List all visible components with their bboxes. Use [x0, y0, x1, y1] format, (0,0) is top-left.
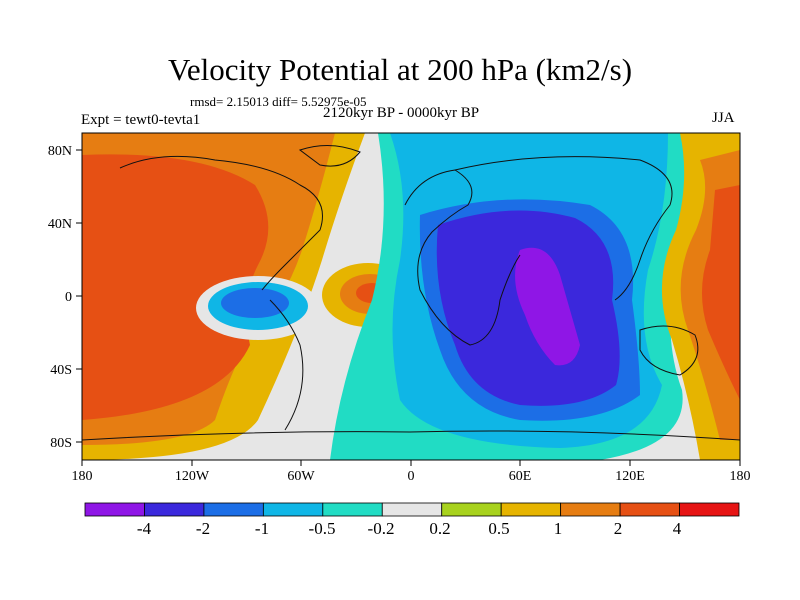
colorbar-swatch [203, 502, 264, 517]
colorbar-labels: -4 -2 -1 -0.5 -0.2 0.2 0.5 1 2 4 [137, 519, 682, 538]
colorbar-swatch [679, 502, 740, 517]
axis-ticks [76, 149, 741, 466]
lat-tick-label: 40S [50, 363, 72, 378]
contour-field [82, 133, 740, 460]
colorbar-swatch [84, 502, 145, 517]
lat-tick-label: 80S [50, 436, 72, 451]
colorbar-label: 1 [554, 519, 563, 538]
colorbar-label: -0.5 [309, 519, 336, 538]
colorbar-swatch [144, 502, 205, 517]
colorbar [84, 502, 740, 517]
colorbar-label: 0.2 [429, 519, 450, 538]
lon-tick-label: 180 [730, 469, 751, 484]
lon-tick-label: 120E [615, 469, 645, 484]
season-label: JJA [712, 110, 735, 126]
map-title: Velocity Potential at 200 hPa (km2/s) [167, 52, 633, 87]
stats-text: rmsd= 2.15013 diff= 5.52975e-05 [190, 94, 367, 109]
lon-tick-label: 60W [287, 469, 315, 484]
period-label: 2120kyr BP - 0000kyr BP [323, 105, 480, 121]
colorbar-label: 4 [673, 519, 682, 538]
colorbar-swatch [262, 502, 324, 517]
lat-tick-label: 80N [48, 144, 72, 159]
colorbar-label: -2 [196, 519, 210, 538]
colorbar-label: 2 [614, 519, 623, 538]
colorbar-label: -4 [137, 519, 152, 538]
lat-tick-label: 40N [48, 217, 72, 232]
colorbar-swatch [500, 502, 562, 517]
colorbar-swatch [619, 502, 680, 517]
lon-tick-label: 180 [72, 469, 93, 484]
colorbar-label: -0.2 [368, 519, 395, 538]
colorbar-swatch [560, 502, 621, 517]
colorbar-label: -1 [255, 519, 269, 538]
lat-tick-label: 0 [65, 290, 72, 305]
lon-tick-label: 120W [175, 469, 210, 484]
colorbar-swatch [381, 502, 443, 517]
colorbar-swatch [441, 502, 502, 517]
colorbar-label: 0.5 [488, 519, 509, 538]
experiment-label: Expt = tewt0-tevta1 [81, 112, 201, 128]
lon-tick-label: 60E [509, 469, 532, 484]
colorbar-swatch [322, 502, 383, 517]
lon-tick-label: 0 [408, 469, 415, 484]
